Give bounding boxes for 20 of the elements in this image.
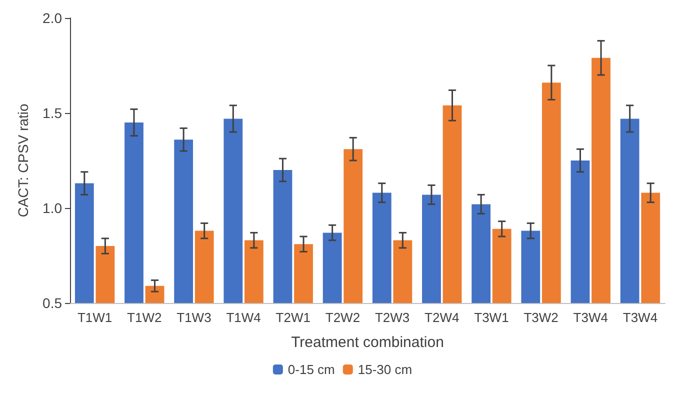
x-tick-label: T1W2	[127, 310, 162, 325]
y-tick-label: 1.5	[42, 105, 62, 121]
y-axis-title: CACT: CPSV ratio	[15, 103, 31, 218]
x-tick-label: T3W4	[573, 310, 608, 325]
x-tick-label: T3W1	[474, 310, 509, 325]
x-tick-label: T1W3	[176, 310, 212, 325]
y-tick-label: 2.0	[42, 10, 62, 26]
x-tick-label: T2W2	[325, 310, 360, 325]
x-tick-label: T3W2	[524, 310, 558, 325]
x-tick-label: T2W4	[424, 310, 460, 325]
y-tick-label: 0.5	[42, 295, 62, 311]
x-tick-label: T1W4	[226, 310, 261, 325]
legend-label: 15-30 cm	[358, 362, 412, 377]
x-tick-label: T1W1	[77, 310, 112, 325]
x-tick-label: T2W1	[276, 310, 310, 325]
y-tick-label: 1.0	[42, 200, 62, 216]
legend-label: 0-15 cm	[288, 362, 335, 377]
x-tick-label: T3W4	[622, 310, 658, 325]
x-tick-label: T2W3	[374, 310, 410, 325]
x-axis-title: Treatment combination	[291, 334, 444, 351]
